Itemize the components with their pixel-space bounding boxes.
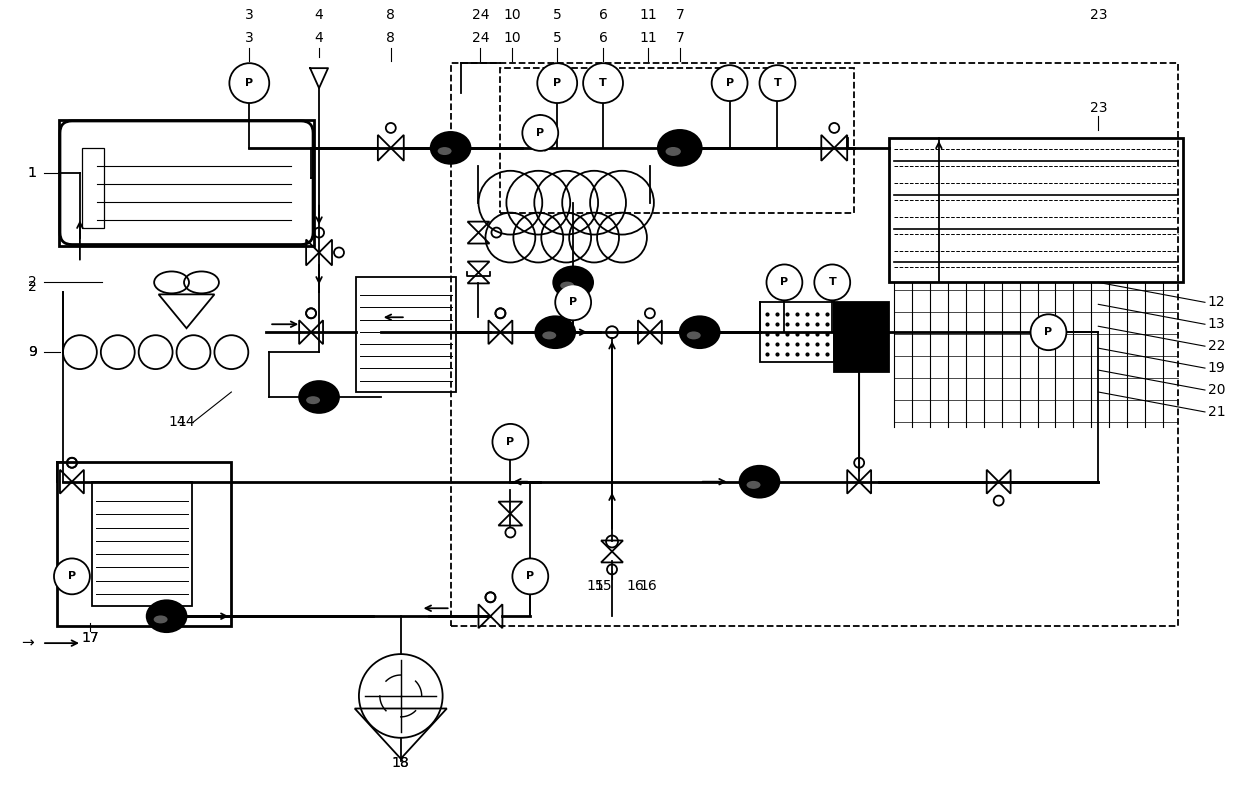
Text: 2: 2 (27, 280, 36, 295)
Text: 15: 15 (587, 579, 604, 593)
Text: 5: 5 (553, 31, 562, 45)
Text: 18: 18 (392, 756, 409, 770)
Text: 1: 1 (27, 166, 36, 180)
Text: 14: 14 (169, 415, 186, 429)
Text: 8: 8 (387, 31, 396, 45)
Text: 2: 2 (27, 276, 36, 289)
Text: 1: 1 (27, 166, 36, 180)
Text: 10: 10 (503, 31, 521, 45)
Ellipse shape (542, 331, 557, 340)
Text: P: P (725, 78, 734, 88)
Ellipse shape (680, 316, 719, 348)
Ellipse shape (739, 466, 780, 497)
Ellipse shape (154, 615, 167, 623)
Text: 24: 24 (471, 31, 490, 45)
Text: 11: 11 (639, 31, 657, 45)
Text: 7: 7 (676, 31, 684, 45)
Text: 21: 21 (1208, 405, 1225, 419)
Text: 11: 11 (639, 9, 657, 22)
Text: →: → (21, 636, 33, 651)
Text: 14: 14 (177, 415, 196, 429)
Text: 18: 18 (392, 756, 409, 770)
Text: P: P (246, 78, 253, 88)
Text: 19: 19 (1208, 361, 1225, 375)
Circle shape (815, 265, 851, 300)
Ellipse shape (687, 331, 701, 340)
Text: 20: 20 (1208, 383, 1225, 397)
Text: P: P (536, 128, 544, 138)
Bar (501, 68, 854, 212)
Ellipse shape (438, 147, 451, 155)
Bar (92, 482, 191, 606)
Text: 3: 3 (246, 9, 254, 22)
Text: 22: 22 (1208, 339, 1225, 353)
Circle shape (522, 115, 558, 150)
Text: P: P (68, 571, 76, 581)
Text: 9: 9 (27, 345, 36, 359)
Text: 23: 23 (1090, 101, 1107, 115)
Circle shape (55, 558, 89, 594)
Text: 4: 4 (315, 9, 324, 22)
Text: 15: 15 (594, 579, 613, 593)
Text: 16: 16 (626, 579, 644, 593)
Text: P: P (553, 78, 562, 88)
Text: 13: 13 (1208, 318, 1225, 331)
Text: T: T (828, 277, 836, 287)
Text: P: P (569, 297, 578, 307)
Bar (356, 277, 455, 392)
Text: P: P (526, 571, 534, 581)
Circle shape (556, 284, 591, 320)
Ellipse shape (536, 316, 575, 348)
Text: 17: 17 (81, 631, 99, 645)
Text: 16: 16 (640, 579, 657, 593)
Circle shape (1030, 314, 1066, 350)
Text: T: T (599, 78, 606, 88)
Text: 17: 17 (81, 631, 99, 645)
Text: P: P (1044, 327, 1053, 337)
Ellipse shape (430, 132, 470, 164)
Circle shape (712, 65, 748, 101)
Text: 24: 24 (471, 9, 490, 22)
Ellipse shape (146, 600, 186, 632)
Bar (57, 462, 232, 626)
Circle shape (583, 63, 622, 103)
Bar (889, 138, 1183, 283)
Circle shape (492, 424, 528, 460)
Text: 7: 7 (676, 9, 684, 22)
Ellipse shape (666, 147, 681, 156)
Ellipse shape (560, 282, 574, 290)
Circle shape (537, 63, 577, 103)
Text: 12: 12 (1208, 295, 1225, 310)
Circle shape (229, 63, 269, 103)
Bar (835, 303, 889, 372)
Text: 6: 6 (599, 9, 608, 22)
Ellipse shape (553, 266, 593, 299)
Bar (450, 63, 1178, 626)
Text: 8: 8 (387, 9, 396, 22)
Text: 5: 5 (553, 9, 562, 22)
Bar (82, 148, 104, 227)
Circle shape (760, 65, 795, 101)
Text: P: P (506, 437, 515, 447)
Text: 4: 4 (315, 31, 324, 45)
Ellipse shape (658, 130, 702, 166)
Bar (760, 303, 835, 362)
Text: 23: 23 (1090, 9, 1107, 22)
Text: 10: 10 (503, 9, 521, 22)
Ellipse shape (746, 481, 760, 489)
Ellipse shape (299, 381, 339, 413)
Circle shape (512, 558, 548, 594)
Text: 9: 9 (27, 345, 36, 359)
Text: 3: 3 (246, 31, 254, 45)
Text: P: P (780, 277, 789, 287)
Circle shape (766, 265, 802, 300)
Text: 6: 6 (599, 31, 608, 45)
Bar (60, 120, 314, 246)
Text: T: T (774, 78, 781, 88)
Ellipse shape (306, 396, 320, 404)
